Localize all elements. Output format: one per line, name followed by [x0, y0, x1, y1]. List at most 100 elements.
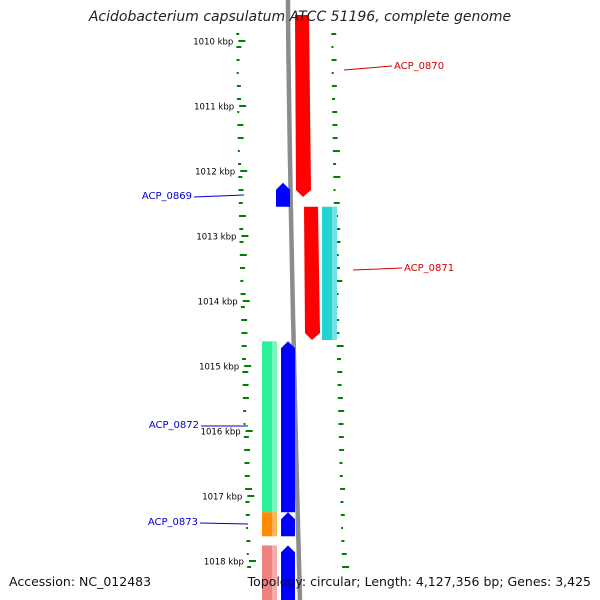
gc-dot: [236, 46, 242, 48]
gc-dot: [334, 241, 341, 243]
gc-dot: [236, 72, 239, 74]
gene-label-leader: [193, 194, 245, 198]
gc-dot: [241, 358, 246, 360]
gc-dot: [240, 280, 244, 282]
gc-dot: [333, 176, 341, 178]
ruler-tick-mark: [238, 40, 246, 42]
gene-arrow-ACP_0871[interactable]: [304, 206, 320, 340]
gc-dot: [238, 163, 242, 165]
gc-dot: [342, 566, 350, 568]
gene-label-leader: [352, 267, 403, 271]
gene-label-acp_0871[interactable]: ACP_0871: [404, 263, 454, 274]
feature-block-pink: [262, 545, 277, 600]
gc-dot: [245, 501, 250, 503]
gc-dot: [338, 423, 344, 425]
gc-dot: [238, 202, 243, 204]
gc-dot: [339, 462, 343, 464]
gene-arrow-ACP_0872[interactable]: [281, 341, 295, 513]
gc-dot: [238, 189, 244, 191]
gene-label-acp_0873[interactable]: ACP_0873: [148, 517, 198, 528]
gc-dot: [337, 397, 343, 399]
ruler-tick-mark: [247, 495, 255, 497]
gc-dot: [337, 384, 342, 386]
gc-dot: [243, 410, 247, 412]
gc-dot: [336, 319, 340, 321]
gc-dot: [239, 215, 247, 217]
gc-dot: [341, 540, 345, 542]
gene-label-leader: [199, 522, 249, 525]
gc-dot: [242, 384, 249, 386]
gc-dot: [239, 241, 244, 243]
gc-dot: [237, 137, 244, 139]
gc-dot: [336, 345, 344, 347]
gc-dot: [331, 85, 337, 87]
feature-block-green: [262, 341, 277, 513]
ruler-tick-mark: [244, 365, 252, 367]
gc-dot: [243, 423, 246, 425]
gene-arrow-ACP_0869[interactable]: [276, 182, 290, 207]
gc-dot: [241, 319, 248, 321]
gc-dot: [332, 111, 338, 113]
gc-dot: [341, 553, 347, 555]
gc-dot: [331, 72, 334, 74]
gene-label-acp_0872[interactable]: ACP_0872: [149, 420, 199, 431]
backbone-layer: [285, 0, 303, 600]
gc-dot: [340, 514, 345, 516]
gc-dot: [337, 371, 343, 373]
gene-arrow-unlabeled[interactable]: [281, 545, 295, 600]
backbone-line: [285, 0, 303, 600]
gc-dot: [333, 202, 340, 204]
gc-dot: [336, 332, 340, 334]
gc-dot: [245, 514, 250, 516]
ruler-tick-label: 1017 kbp: [202, 493, 242, 503]
gc-dot: [340, 488, 346, 490]
gc-dot: [338, 436, 344, 438]
gc-dot: [341, 527, 344, 529]
gene-label-acp_0870[interactable]: ACP_0870: [394, 61, 444, 72]
gene-label-acp_0869[interactable]: ACP_0869: [142, 191, 192, 202]
gc-dot: [239, 254, 247, 256]
gc-dot: [241, 332, 248, 334]
gc-dot: [242, 371, 249, 373]
gc-dot: [339, 449, 345, 451]
gc-dot: [246, 527, 249, 529]
ruler-tick-mark: [239, 105, 247, 107]
gc-dot: [237, 124, 244, 126]
gc-dot: [237, 98, 242, 100]
ruler-tick-label: 1015 kbp: [199, 363, 239, 373]
genome-summary-text: Topology: circular; Length: 4,127,356 bp…: [247, 574, 591, 589]
gc-dot: [340, 501, 344, 503]
gc-dot: [236, 33, 240, 35]
gc-dot: [240, 293, 246, 295]
gc-dot: [332, 98, 336, 100]
gc-dot: [334, 228, 341, 230]
gc-dots-layer: [236, 33, 350, 568]
gene-arrow-ACP_0870[interactable]: [295, 15, 311, 197]
gc-dot: [339, 475, 343, 477]
ruler-tick-mark: [245, 430, 253, 432]
gc-dot: [238, 176, 243, 178]
ruler-tick-label: 1012 kbp: [195, 168, 235, 178]
gene-labels-layer: ACP_0870 ACP_0869 ACP_0871 ACP_0872 ACP_0873: [142, 61, 454, 528]
gc-dot: [244, 449, 251, 451]
genes-layer: [276, 15, 320, 600]
feature-block-cyan: [322, 206, 337, 340]
gc-dot: [335, 293, 339, 295]
ruler-tick-label: 1018 kbp: [204, 558, 244, 568]
gc-dot: [246, 553, 249, 555]
gc-dot: [331, 46, 334, 48]
feature-blocks-layer: [262, 206, 337, 600]
gc-dot: [332, 150, 340, 152]
gc-dot: [244, 462, 250, 464]
gc-dot: [333, 189, 336, 191]
ruler-tick-mark: [240, 170, 248, 172]
ruler-tick-label: 1011 kbp: [194, 103, 234, 113]
gc-dot: [335, 280, 343, 282]
feature-block-shade: [332, 206, 337, 340]
gc-dot: [240, 267, 246, 269]
gene-arrow-ACP_0873[interactable]: [281, 512, 295, 537]
gc-dot: [237, 150, 240, 152]
gc-dot: [244, 475, 250, 477]
feature-block-shade: [272, 341, 277, 513]
gc-dot: [332, 137, 338, 139]
